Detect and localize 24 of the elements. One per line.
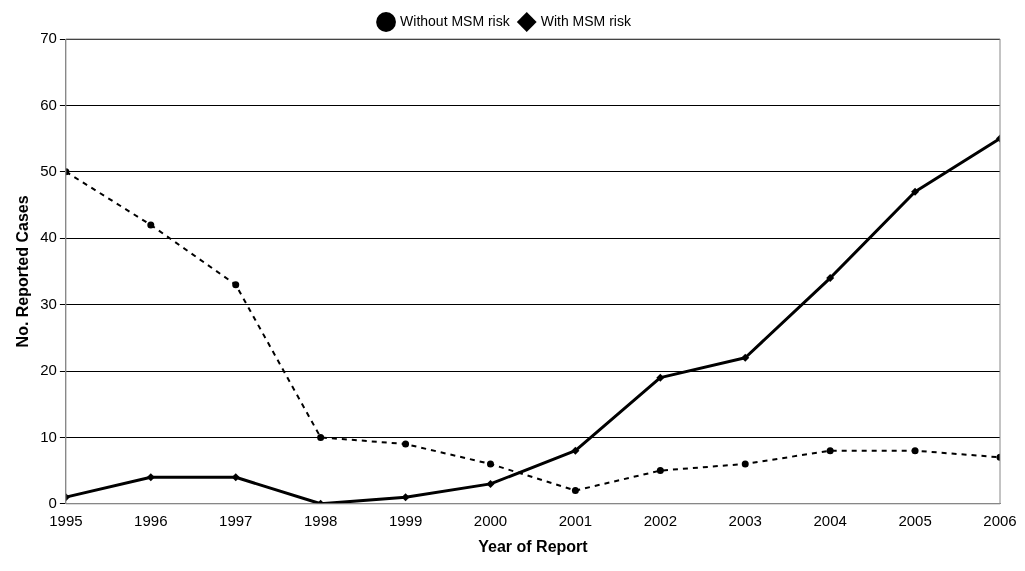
- legend-label: With MSM risk: [540, 12, 632, 29]
- x-tick-label: 2001: [558, 511, 593, 529]
- x-tick-label: 2000: [473, 511, 508, 529]
- y-tick-label: 30: [40, 294, 57, 312]
- y-tick-label: 70: [40, 29, 57, 47]
- x-axis-title: Year of Report: [478, 537, 589, 555]
- y-tick-label: 0: [48, 493, 57, 511]
- x-tick-label: 1997: [219, 511, 253, 529]
- y-tick-label: 10: [40, 427, 57, 445]
- y-tick-label: 50: [40, 161, 57, 179]
- x-tick-label: 1998: [303, 511, 338, 529]
- y-tick-label: 40: [40, 228, 57, 246]
- x-tick-label: 2003: [728, 511, 762, 529]
- x-tick-label: 1995: [49, 511, 83, 529]
- x-tick-label: 2002: [643, 511, 678, 529]
- y-tick-label: 60: [40, 95, 57, 113]
- y-tick-label: 20: [40, 361, 57, 379]
- legend-label: Without MSM risk: [400, 12, 511, 29]
- x-tick-label: 2006: [983, 511, 1017, 529]
- x-tick-label: 1999: [388, 511, 423, 529]
- x-tick-label: 2005: [898, 511, 932, 529]
- x-tick-label: 1996: [134, 511, 168, 529]
- y-axis-title: No. Reported Cases: [14, 195, 32, 348]
- x-tick-label: 2004: [813, 511, 847, 529]
